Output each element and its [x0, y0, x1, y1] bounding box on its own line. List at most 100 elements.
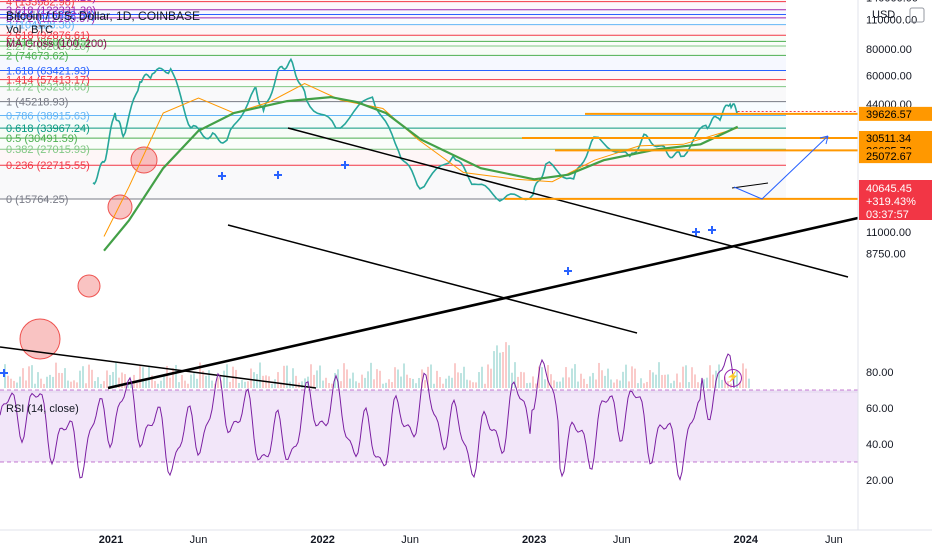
- volume-bar: [322, 380, 324, 388]
- time-tick-label: 2024: [734, 534, 759, 546]
- volume-bar: [292, 368, 294, 388]
- volume-bar: [199, 362, 201, 388]
- volume-bar: [517, 376, 519, 388]
- volume-bar: [661, 374, 663, 388]
- volume-bar: [310, 364, 312, 388]
- fib-label: 1.414 (57413.17): [6, 75, 90, 87]
- volume-bar: [241, 380, 243, 388]
- price-level-badge[interactable]: [859, 149, 932, 164]
- volume-bar: [64, 368, 66, 388]
- volume-bar: [52, 376, 54, 388]
- volume-bar: [262, 375, 264, 388]
- time-tick-label: 2023: [522, 534, 546, 546]
- ma-cross-indicator-label[interactable]: MA Cross (100, 200): [6, 38, 107, 50]
- volume-bar: [535, 383, 537, 388]
- volume-bar: [400, 376, 402, 388]
- highlight-circle[interactable]: [107, 194, 133, 220]
- volume-bar: [31, 365, 33, 388]
- ma-200-line: [103, 95, 739, 252]
- cross-marker: [692, 228, 700, 236]
- volume-bar: [370, 362, 372, 388]
- current-price-badge[interactable]: [859, 180, 932, 220]
- volume-bar: [100, 383, 102, 388]
- volume-bar: [124, 374, 126, 388]
- support-lines[interactable]: [505, 112, 858, 200]
- fib-label: 1 (45218.93): [6, 97, 68, 109]
- volume-bar: [553, 380, 555, 388]
- trend-line[interactable]: [227, 224, 638, 334]
- lightning-icon[interactable]: ⚡: [724, 369, 742, 387]
- volume-bar: [70, 381, 72, 388]
- volume-bar: [58, 372, 60, 388]
- price-tick-label: 80000.00: [866, 44, 912, 56]
- fibonacci-levels: 0 (15764.25) 0.236 (22715.55) 0.382 (27015…: [0, 0, 786, 206]
- volume-bar: [523, 372, 525, 388]
- volume-bar: [589, 376, 591, 388]
- volume-bar: [181, 374, 183, 388]
- volume-bar: [478, 372, 480, 388]
- volume-bar: [106, 370, 108, 388]
- price-level-badge[interactable]: [859, 131, 932, 146]
- volume-bar: [445, 378, 447, 388]
- fib-label: 2 (74673.62): [6, 50, 68, 62]
- volume-bar: [703, 379, 705, 388]
- volume-bar: [103, 381, 105, 388]
- volume-bar: [274, 379, 276, 388]
- volume-bar: [439, 377, 441, 388]
- rsi-tick-label: 20.00: [866, 475, 894, 487]
- trend-line[interactable]: [731, 182, 769, 189]
- fib-label: 2.414 (86867.85): [6, 36, 90, 48]
- trend-line[interactable]: [287, 127, 849, 278]
- volume-bar: [472, 382, 474, 388]
- volume-bar: [331, 383, 333, 388]
- cross-marker: [708, 226, 716, 234]
- rsi-line: [0, 353, 735, 481]
- volume-bar: [46, 376, 48, 388]
- volume-bar: [208, 370, 210, 388]
- fib-label: 3.272 (112139.97): [6, 13, 95, 25]
- volume-bar: [421, 369, 423, 388]
- volume-bar: [283, 365, 285, 388]
- highlight-circle[interactable]: [77, 274, 101, 298]
- volume-bar: [544, 379, 546, 388]
- volume-bar: [568, 377, 570, 388]
- volume-bar: [556, 381, 558, 388]
- projection-arrow[interactable]: [733, 135, 829, 200]
- settings-icon[interactable]: [909, 7, 925, 23]
- volume-bar: [118, 377, 120, 388]
- trend-line[interactable]: [0, 346, 317, 389]
- fib-band: [0, 24, 786, 36]
- highlight-circle[interactable]: [130, 146, 158, 174]
- volume-bar: [19, 376, 21, 388]
- price-level-badge[interactable]: [859, 106, 932, 121]
- volume-bar: [142, 367, 144, 388]
- volume-bar: [655, 374, 657, 388]
- volume-indicator-label[interactable]: Vol · BTC: [6, 24, 54, 36]
- volume-bar: [649, 370, 651, 388]
- volume-bar: [658, 362, 660, 388]
- price-axis[interactable]: 140000.00110000.0080000.0060000.0044000.…: [857, 0, 932, 530]
- time-axis[interactable]: 2021 Jun 2022 Jun 2023 Jun 2024 Jun: [0, 529, 932, 546]
- trend-line[interactable]: [107, 216, 859, 390]
- volume-bar: [547, 365, 549, 388]
- trend-lines[interactable]: [0, 127, 859, 390]
- projection-line[interactable]: [733, 135, 829, 200]
- fib-band-shading: [0, 0, 786, 199]
- rsi-indicator-label[interactable]: RSI (14, close): [6, 403, 79, 415]
- volume-bar: [667, 374, 669, 388]
- volume-bar: [172, 368, 174, 388]
- currency-label[interactable]: USD: [872, 9, 896, 21]
- volume-bar: [16, 382, 18, 388]
- volume-bar: [196, 378, 198, 388]
- volume-bar: [697, 382, 699, 388]
- volume-bar: [25, 380, 27, 388]
- volume-bar: [352, 372, 354, 388]
- fib-band: [0, 115, 786, 129]
- fib-band: [0, 55, 786, 71]
- volume-bar: [622, 371, 624, 388]
- highlight-circle[interactable]: [19, 318, 61, 360]
- current-price-label: 40645.45: [866, 183, 912, 195]
- cross-marker: [218, 172, 226, 180]
- volume-bar: [121, 372, 123, 388]
